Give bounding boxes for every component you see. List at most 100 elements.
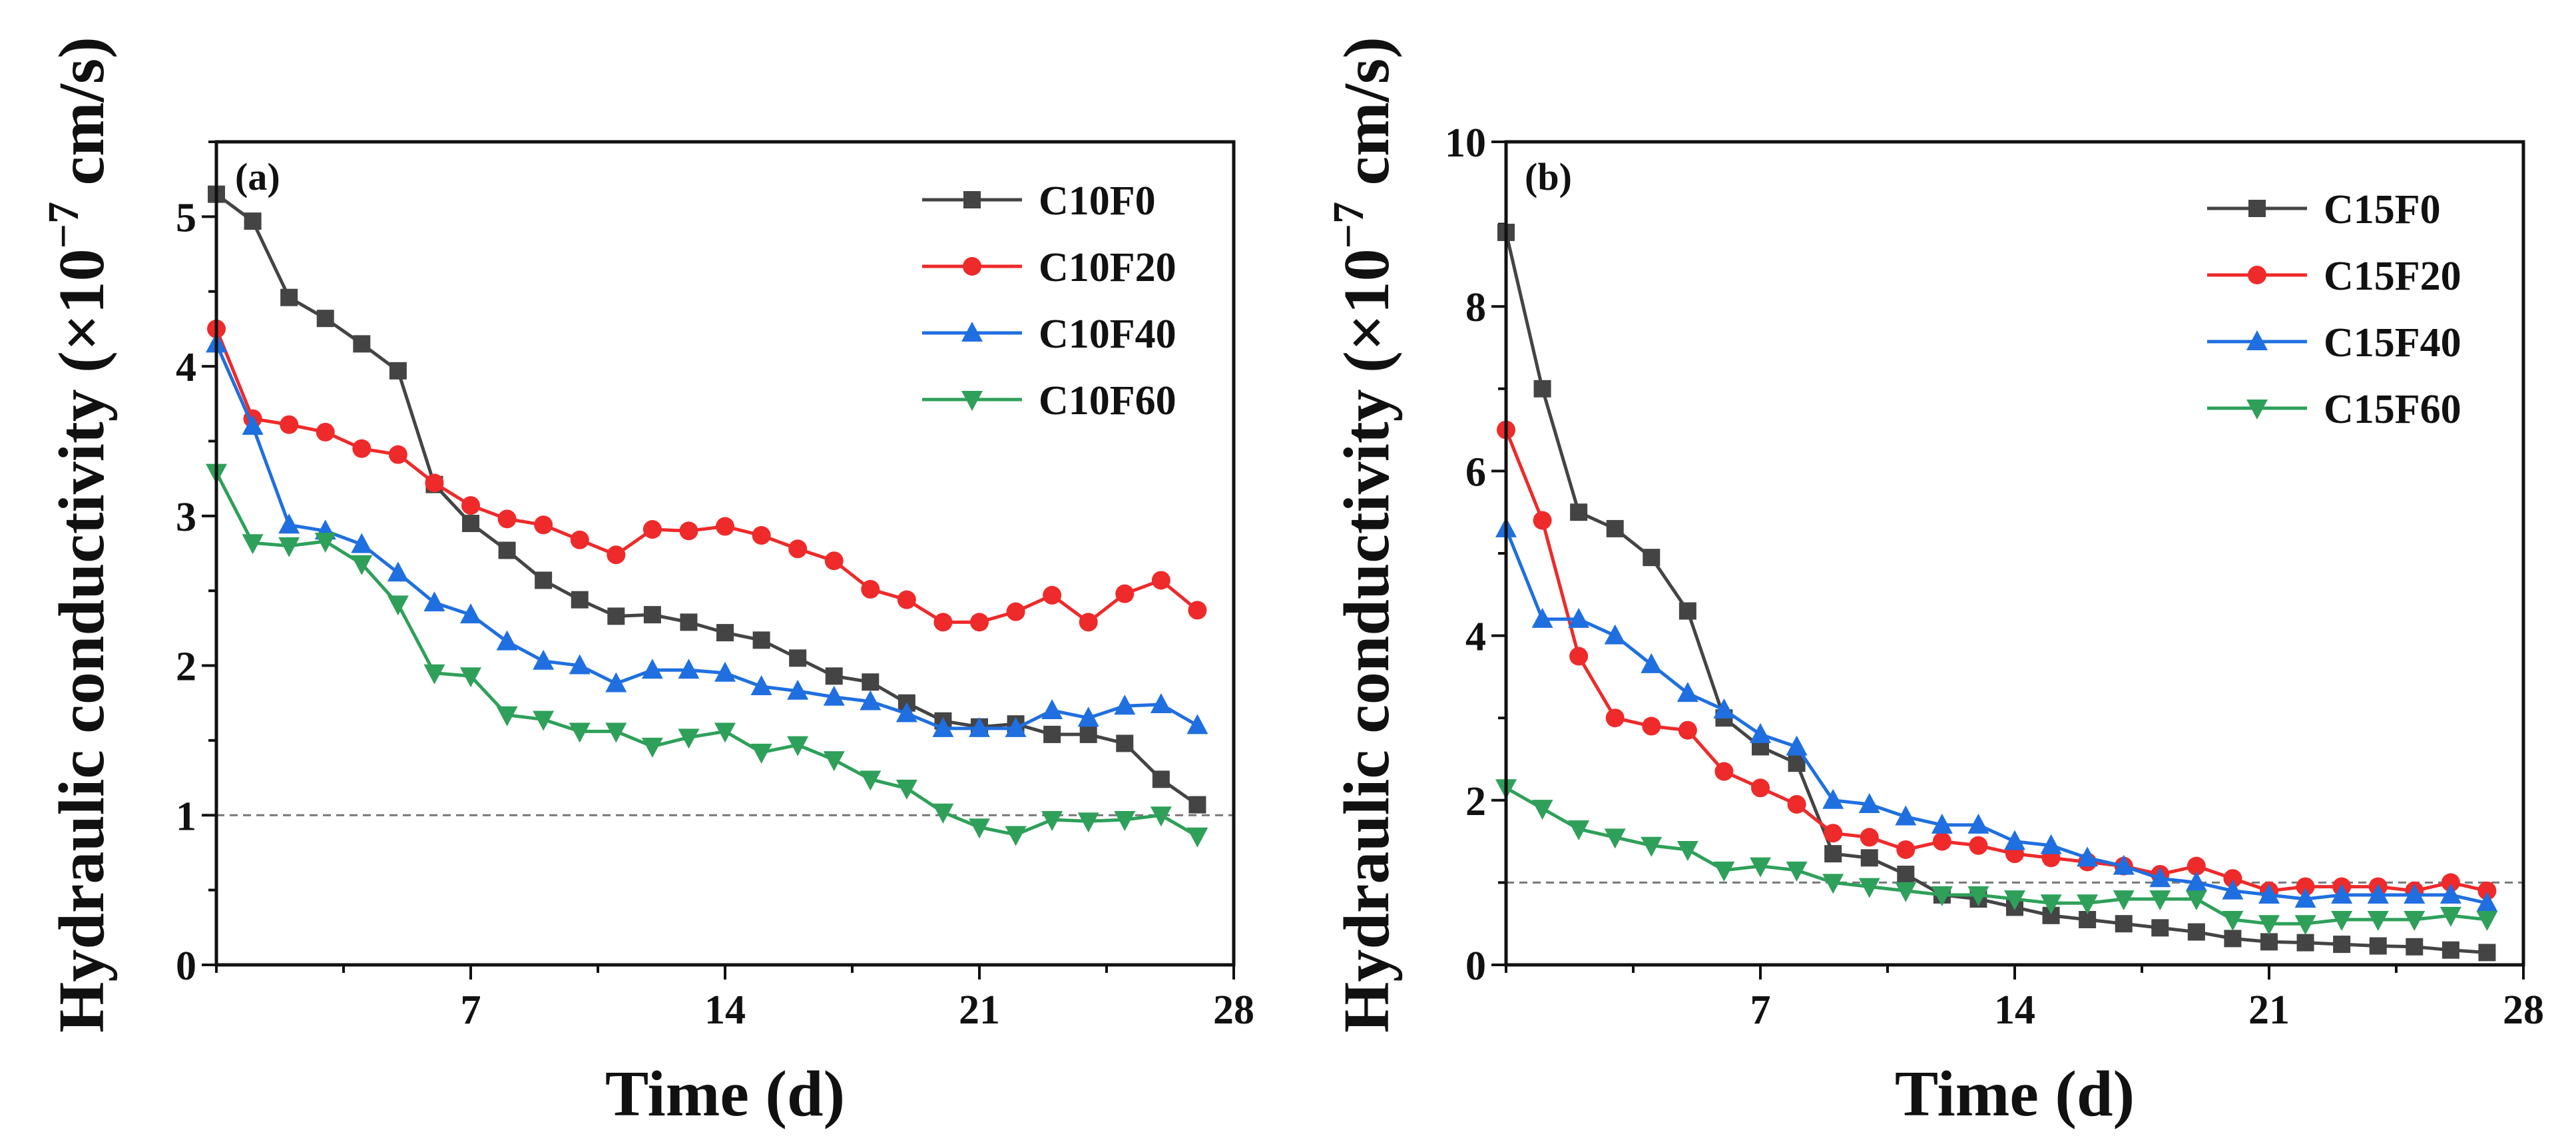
- data-point-C15F60: [1822, 874, 1844, 894]
- x-tick-label: 21: [2248, 988, 2290, 1033]
- x-axis-label: Time (d): [1895, 1058, 2135, 1130]
- data-point-C10F0: [607, 607, 625, 625]
- data-point-C15F60: [1858, 878, 1880, 898]
- data-point-C15F40: [1786, 735, 1808, 756]
- data-point-C15F40: [2040, 834, 2062, 854]
- data-point-C15F0: [2260, 933, 2278, 951]
- data-point-C15F20: [1533, 511, 1552, 530]
- series-line-C15F60: [1505, 786, 2487, 926]
- chart-panel-a: 0 1 2 3 4 5 7 14 21 28 (a) C10F0 C10F20 C10F40 C10F60 T…: [39, 37, 1254, 1130]
- data-point-C10F60: [460, 667, 481, 688]
- data-point-C10F40: [496, 630, 518, 651]
- data-point-C10F20: [1006, 602, 1025, 621]
- data-point-C15F0: [2187, 923, 2205, 941]
- data-point-C15F40: [1604, 624, 1626, 645]
- series-C10F40: [206, 332, 1208, 737]
- y-axis-label: Hydraulic conductivity (×10−7 cm/s): [1324, 37, 1403, 1033]
- data-point-C10F40: [1005, 716, 1027, 737]
- data-point-C10F20: [861, 579, 880, 599]
- data-point-C15F40: [2367, 883, 2389, 904]
- data-point-C10F0: [1079, 725, 1097, 743]
- y-axis-label-unit: cm/s): [46, 37, 118, 202]
- data-point-C15F20: [2187, 856, 2206, 876]
- data-point-C10F0: [1152, 770, 1170, 788]
- data-point-C15F40: [1531, 607, 1553, 628]
- data-point-C15F60: [2440, 906, 2461, 927]
- data-point-C10F40: [1077, 707, 1099, 727]
- data-point-C10F40: [1186, 714, 1208, 734]
- legend-label: C10F40: [1039, 312, 1176, 357]
- data-point-C15F60: [2294, 915, 2316, 936]
- data-point-C15F0: [1824, 845, 1842, 863]
- panel-label: (a): [235, 155, 280, 198]
- series-line-C15F0: [1504, 232, 2487, 954]
- data-point-C10F20: [897, 590, 916, 609]
- data-point-C15F60: [2331, 911, 2353, 932]
- data-point-C10F40: [860, 690, 882, 711]
- data-point-C15F60: [1967, 886, 1989, 906]
- data-point-C15F60: [1895, 882, 1917, 902]
- data-point-C10F0: [498, 541, 516, 559]
- data-point-C15F40: [2331, 883, 2353, 904]
- x-tick-label: 28: [1213, 988, 1254, 1033]
- data-point-C10F40: [460, 603, 481, 624]
- data-point-C15F60: [2222, 911, 2244, 932]
- data-point-C10F20: [1043, 585, 1062, 605]
- data-point-C10F0: [353, 335, 371, 353]
- data-point-C10F0: [862, 673, 880, 691]
- data-point-C15F20: [1932, 832, 1951, 851]
- data-point-C15F60: [2476, 911, 2498, 932]
- series-C15F40: [1495, 517, 2498, 912]
- data-point-C10F60: [860, 770, 882, 791]
- data-point-C10F20: [1151, 571, 1170, 590]
- data-point-C10F40: [1150, 693, 1172, 713]
- data-point-C10F60: [569, 722, 591, 743]
- legend-marker-C10F40: [961, 322, 983, 342]
- data-point-C15F20: [2441, 873, 2460, 892]
- data-point-C10F60: [714, 722, 736, 743]
- data-point-C15F60: [2004, 890, 2025, 911]
- data-point-C10F60: [678, 728, 700, 749]
- data-point-C10F40: [1114, 695, 1136, 715]
- data-point-C10F60: [423, 664, 445, 685]
- y-axis-label: Hydraulic conductivity (×10−7 cm/s): [39, 37, 118, 1033]
- data-point-C15F20: [1642, 716, 1661, 736]
- data-point-C15F20: [2296, 877, 2315, 896]
- data-point-C10F40: [533, 649, 555, 670]
- y-tick-label: 0: [1465, 944, 1486, 989]
- data-point-C10F60: [750, 743, 772, 764]
- data-point-C15F20: [1787, 794, 1806, 814]
- data-point-C15F0: [2369, 937, 2387, 955]
- data-point-C10F40: [605, 672, 627, 693]
- y-axis-label-main: Hydraulic conductivity (×10: [46, 248, 118, 1032]
- data-point-C15F20: [2477, 881, 2497, 900]
- data-point-C15F40: [2113, 854, 2135, 875]
- y-tick-label: 2: [1465, 779, 1486, 824]
- data-point-C10F40: [423, 591, 445, 612]
- legend-marker-C15F60: [2246, 400, 2268, 420]
- data-point-C10F20: [643, 520, 662, 539]
- data-point-C10F20: [752, 526, 771, 545]
- data-point-C15F60: [2149, 890, 2171, 911]
- data-point-C10F40: [678, 659, 700, 679]
- data-point-C10F60: [1077, 812, 1099, 833]
- data-point-C15F0: [1570, 503, 1588, 521]
- data-point-C10F60: [387, 595, 409, 616]
- data-point-C10F40: [351, 533, 373, 553]
- data-point-C15F40: [2440, 883, 2461, 904]
- data-point-C15F40: [1568, 607, 1590, 628]
- series-C10F20: [207, 319, 1207, 632]
- data-point-C10F20: [679, 521, 698, 541]
- series-line-C15F20: [1504, 429, 2487, 893]
- legend-label: C10F20: [1039, 245, 1176, 290]
- data-point-C15F40: [1967, 813, 1989, 834]
- data-point-C10F60: [1114, 811, 1136, 832]
- x-tick-label: 14: [704, 988, 746, 1033]
- data-point-C10F60: [823, 751, 845, 772]
- y-axis-label-exponent: −7: [1324, 202, 1373, 249]
- data-point-C10F20: [1188, 601, 1207, 620]
- data-point-C10F0: [680, 613, 698, 631]
- data-point-C15F40: [1858, 792, 1880, 813]
- data-point-C10F20: [824, 551, 844, 571]
